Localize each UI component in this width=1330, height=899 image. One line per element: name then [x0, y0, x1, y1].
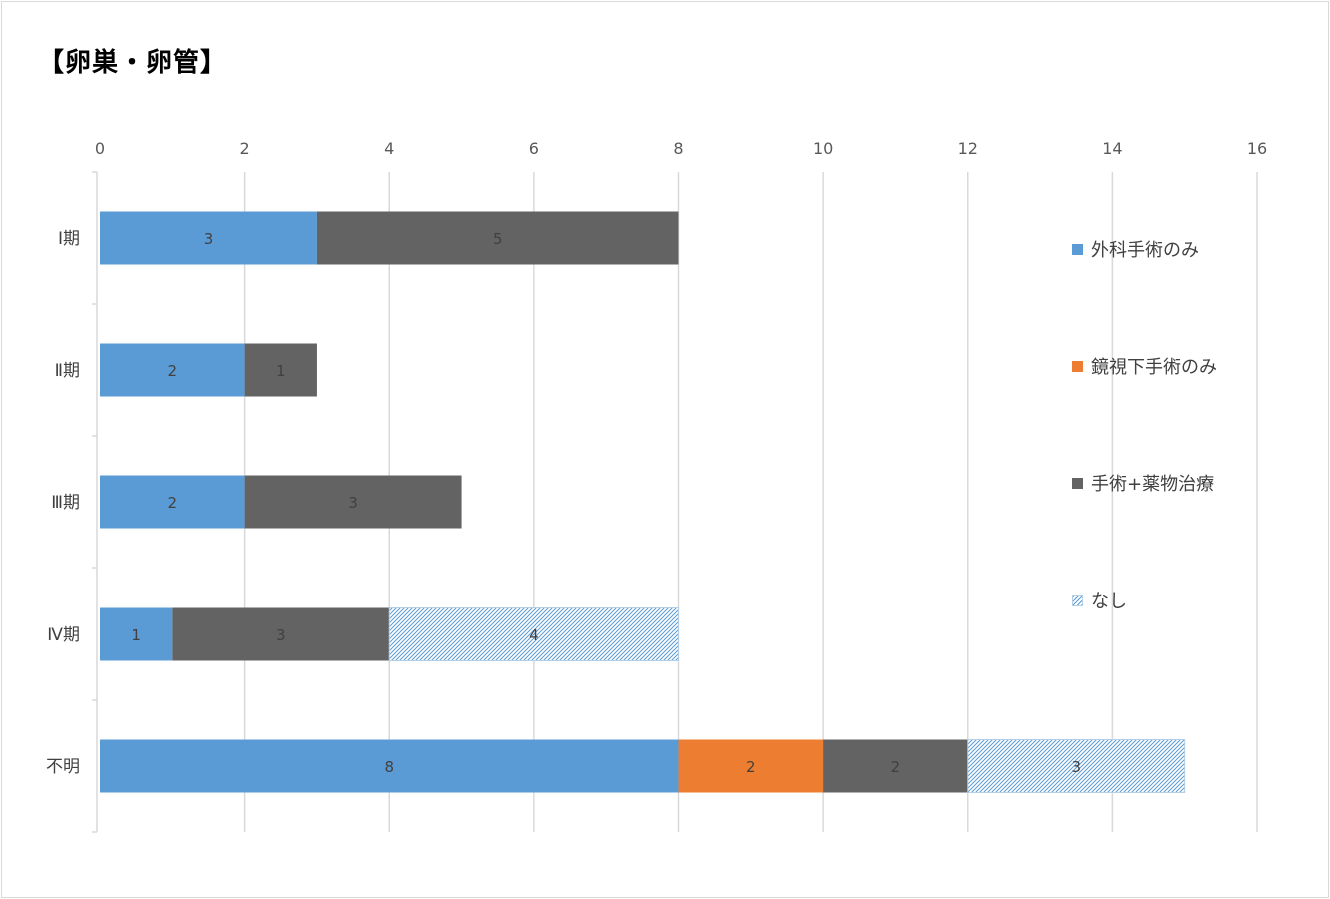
bar-0-2 — [316, 211, 679, 265]
bar-1-0 — [100, 343, 245, 397]
x-tick-label-12: 12 — [958, 139, 978, 158]
legend-swatch-1 — [1072, 360, 1083, 372]
bar-3-3 — [388, 607, 679, 661]
category-label-2: Ⅲ期 — [51, 493, 80, 513]
bar-0-0 — [100, 211, 317, 265]
data-label-3-3: 4 — [529, 626, 539, 644]
category-label-0: Ⅰ期 — [58, 229, 80, 249]
data-label-3-2: 3 — [276, 626, 286, 644]
bar-4-1 — [678, 739, 824, 793]
chart-title: 【卵巣・卵管】 — [38, 48, 228, 78]
data-label-4-1: 2 — [746, 758, 756, 776]
bar-1-2 — [244, 343, 317, 397]
legend-swatch-0 — [1072, 243, 1083, 255]
x-tick-label-4: 4 — [384, 139, 394, 158]
x-tick-label-16: 16 — [1247, 139, 1267, 158]
data-label-1-0: 2 — [168, 362, 178, 380]
bar-2-2 — [244, 475, 462, 529]
data-label-0-2: 5 — [493, 230, 503, 248]
bar-3-0 — [100, 607, 173, 661]
category-label-4: 不明 — [46, 757, 80, 777]
legend-label-3: なし — [1091, 591, 1127, 612]
bar-4-2 — [823, 739, 968, 793]
x-tick-label-0: 0 — [95, 139, 105, 158]
legend-swatch-3 — [1072, 594, 1083, 606]
legend-label-0: 外科手術のみ — [1091, 240, 1199, 261]
category-label-3: Ⅳ期 — [47, 625, 80, 645]
legend-swatch-2 — [1072, 477, 1083, 489]
x-tick-label-14: 14 — [1102, 139, 1122, 158]
bar-2-0 — [100, 475, 245, 529]
data-label-1-2: 1 — [276, 362, 286, 380]
x-tick-label-10: 10 — [813, 139, 833, 158]
legend-label-1: 鏡視下手術のみ — [1091, 357, 1217, 378]
legend-item-1: 鏡視下手術のみ — [1072, 353, 1217, 379]
legend-label-2: 手術+薬物治療 — [1091, 474, 1215, 495]
legend-item-3: なし — [1072, 587, 1127, 613]
data-label-4-2: 2 — [891, 758, 901, 776]
category-label-1: Ⅱ期 — [55, 361, 80, 381]
data-label-4-0: 8 — [384, 758, 394, 776]
x-tick-label-6: 6 — [529, 139, 539, 158]
data-label-3-0: 1 — [131, 626, 141, 644]
data-label-0-0: 3 — [204, 230, 214, 248]
x-tick-label-8: 8 — [673, 139, 683, 158]
bar-4-0 — [100, 739, 679, 793]
bar-3-2 — [172, 607, 390, 661]
data-label-2-2: 3 — [348, 494, 358, 512]
legend-item-2: 手術+薬物治療 — [1072, 470, 1214, 496]
data-label-4-3: 3 — [1071, 758, 1081, 776]
legend-item-0: 外科手術のみ — [1072, 236, 1199, 262]
x-tick-label-2: 2 — [240, 139, 250, 158]
bar-4-3 — [967, 739, 1186, 793]
data-label-2-0: 2 — [168, 494, 178, 512]
